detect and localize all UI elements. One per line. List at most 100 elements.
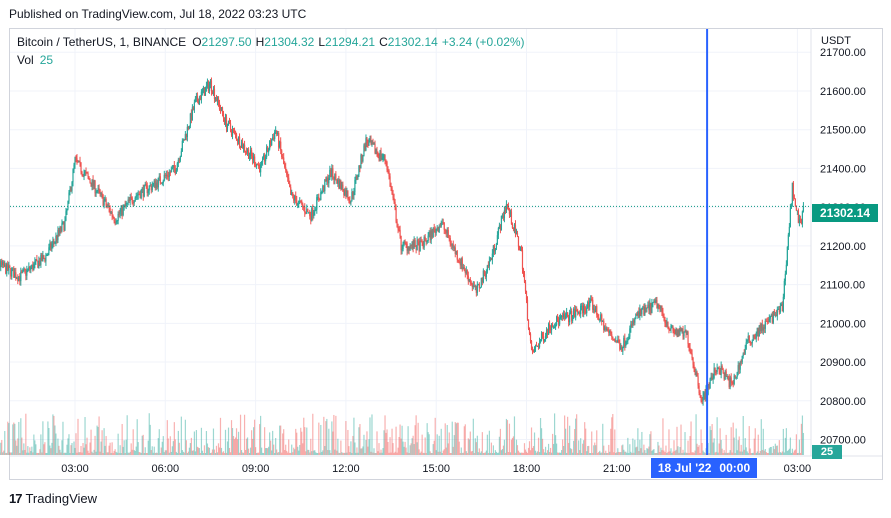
candle-body <box>766 321 768 323</box>
candle-body <box>778 309 780 313</box>
volume-bar <box>317 453 319 455</box>
candle-body <box>738 365 740 370</box>
volume-bar <box>620 452 622 455</box>
candle-body <box>120 206 122 212</box>
volume-bar <box>153 446 155 455</box>
candle-body <box>776 309 778 317</box>
candle-body <box>153 180 155 184</box>
volume-bar <box>690 421 692 455</box>
candle-body <box>1 261 3 265</box>
candle-body <box>72 169 74 183</box>
volume-bar <box>160 447 162 455</box>
candle-body <box>4 264 6 267</box>
candle-body <box>290 187 292 195</box>
candle-body <box>309 211 311 217</box>
volume-bar <box>59 449 61 455</box>
candle-body <box>297 203 299 206</box>
volume-bar <box>638 451 640 455</box>
candle-body <box>532 351 535 353</box>
candle-body <box>174 168 176 174</box>
volume-bar <box>585 428 587 455</box>
volume-bar <box>226 441 229 455</box>
candle-body <box>333 176 335 180</box>
volume-bar <box>119 445 121 455</box>
volume-bar <box>131 449 133 455</box>
footer-brand[interactable]: 17 TradingView <box>9 491 97 506</box>
candle-body <box>554 325 557 328</box>
volume-bar <box>62 421 64 455</box>
candle-body <box>52 240 54 245</box>
volume-bar <box>4 431 6 455</box>
volume-bar <box>268 446 270 455</box>
candle-body <box>546 329 549 335</box>
volume-bar <box>349 452 351 455</box>
volume-bar <box>42 421 44 455</box>
volume-bar <box>298 450 300 455</box>
volume-bar <box>730 427 732 455</box>
chart-frame[interactable] <box>9 28 883 480</box>
candle-body <box>742 353 744 356</box>
volume-bar <box>567 416 569 455</box>
volume-bar <box>389 437 391 455</box>
volume-bar <box>475 442 477 455</box>
candle-body <box>557 316 559 321</box>
candle-body <box>383 155 385 158</box>
volume-bar <box>779 452 781 455</box>
candle-body <box>641 307 643 315</box>
candle-body <box>650 302 652 313</box>
candle-body <box>432 228 434 238</box>
candle-body <box>682 328 684 337</box>
volume-bar <box>519 452 522 455</box>
candle-body <box>204 87 207 96</box>
volume-bar <box>321 451 323 455</box>
candle-body <box>237 136 240 142</box>
candle-body <box>352 192 354 196</box>
candle-body <box>468 278 470 282</box>
volume-bar <box>109 442 111 455</box>
volume-bar <box>130 443 132 455</box>
volume-bar <box>443 449 445 455</box>
candle-body <box>0 261 2 268</box>
volume-bar <box>784 437 786 455</box>
volume-bar <box>188 447 190 455</box>
volume-bar <box>354 442 356 455</box>
candle-body <box>317 197 319 199</box>
volume-bar <box>486 434 488 455</box>
currency-label[interactable]: USDT <box>821 35 851 47</box>
volume-bar <box>99 451 101 455</box>
candle-body <box>256 163 258 166</box>
volume-bar <box>363 434 365 455</box>
candle-body <box>245 151 248 153</box>
candle-body <box>421 241 423 243</box>
volume-bar <box>218 447 221 455</box>
volume-bar <box>614 429 616 455</box>
volume-bar <box>754 428 756 455</box>
candle-body <box>553 327 556 329</box>
volume-bar <box>733 437 735 455</box>
volume-bar <box>143 452 145 455</box>
candle-body <box>388 170 390 177</box>
candle-body <box>429 232 431 241</box>
candle-body <box>604 327 606 330</box>
candle-body <box>503 210 506 219</box>
volume-bar <box>74 447 76 455</box>
volume-bar <box>522 452 525 455</box>
candle-body <box>618 339 620 343</box>
volume-bar <box>636 446 638 455</box>
candle-body <box>740 361 742 363</box>
volume-bar <box>718 443 720 455</box>
candle-body <box>500 215 503 231</box>
symbol-legend[interactable]: Bitcoin / TetherUS, 1, BINANCE O21297.50 H… <box>17 35 529 49</box>
candle-body <box>539 340 542 342</box>
candle-body <box>248 155 251 159</box>
candle-body <box>348 198 350 201</box>
candle-body <box>216 96 219 102</box>
volume-bar <box>521 452 524 455</box>
volume-bar <box>285 444 287 455</box>
volume-bar <box>498 436 501 455</box>
volume-legend[interactable]: Vol 25 <box>17 53 53 67</box>
symbol-name[interactable]: Bitcoin / TetherUS, 1, BINANCE <box>17 35 187 49</box>
candle-body <box>754 337 756 339</box>
candle-body <box>517 236 520 247</box>
